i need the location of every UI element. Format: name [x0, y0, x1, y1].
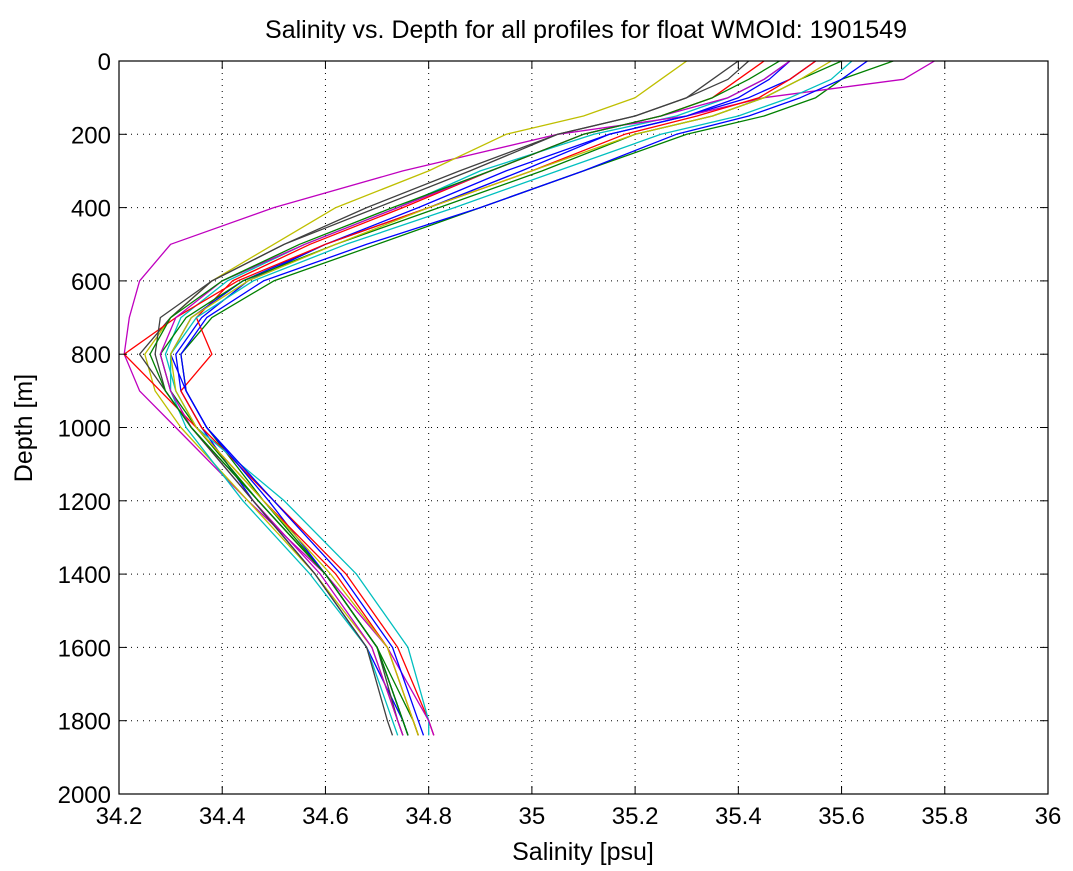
profile-line-3 [180, 61, 765, 736]
profile-line-12 [159, 61, 791, 736]
y-tick-label: 1400 [58, 562, 111, 589]
x-axis-title: Salinity [psu] [512, 838, 654, 866]
y-tick-label: 1600 [58, 635, 111, 662]
x-tick-label: 35 [519, 803, 546, 830]
profile-line-9 [159, 61, 842, 736]
y-axis-title: Depth [m] [10, 374, 38, 482]
x-tick-label: 34.2 [96, 803, 143, 830]
x-tick-label: 34.8 [405, 803, 452, 830]
profile-line-1 [175, 61, 817, 736]
profile-line-4 [164, 61, 791, 736]
y-tick-label: 200 [71, 122, 111, 149]
x-tick-label: 35.8 [921, 803, 968, 830]
profile-line-11 [169, 61, 853, 736]
profile-line-15 [180, 61, 868, 736]
x-axis-ticks: 34.2 34.4 34.6 34.8 35 35.2 35.4 35.6 35.8 36 [96, 61, 1062, 830]
x-tick-label: 35.4 [715, 803, 762, 830]
y-tick-label: 1800 [58, 709, 111, 736]
y-tick-label: 1200 [58, 489, 111, 516]
profile-line-13 [169, 61, 832, 736]
y-tick-label: 1000 [58, 416, 111, 443]
x-tick-label: 34.4 [199, 803, 246, 830]
data-series [123, 61, 935, 736]
y-tick-label: 600 [71, 269, 111, 296]
grid-lines [119, 61, 1048, 794]
x-tick-label: 34.6 [302, 803, 349, 830]
y-axis-ticks: 0 200 400 600 800 1000 1200 1400 1600 1800 2000 [58, 49, 1048, 809]
y-tick-label: 800 [71, 342, 111, 369]
x-tick-label: 35.2 [612, 803, 659, 830]
profile-line-5 [123, 61, 935, 736]
profile-line-2 [180, 61, 894, 736]
profile-line-10 [123, 61, 817, 736]
y-tick-label: 2000 [58, 782, 111, 809]
y-tick-label: 0 [98, 49, 111, 76]
profile-line-14 [154, 61, 750, 736]
chart-title: Salinity vs. Depth for all profiles for … [265, 16, 907, 44]
y-tick-label: 400 [71, 196, 111, 223]
x-tick-label: 36 [1035, 803, 1062, 830]
profile-line-16 [149, 61, 780, 736]
profile-line-8 [169, 61, 791, 736]
x-tick-label: 35.6 [818, 803, 865, 830]
